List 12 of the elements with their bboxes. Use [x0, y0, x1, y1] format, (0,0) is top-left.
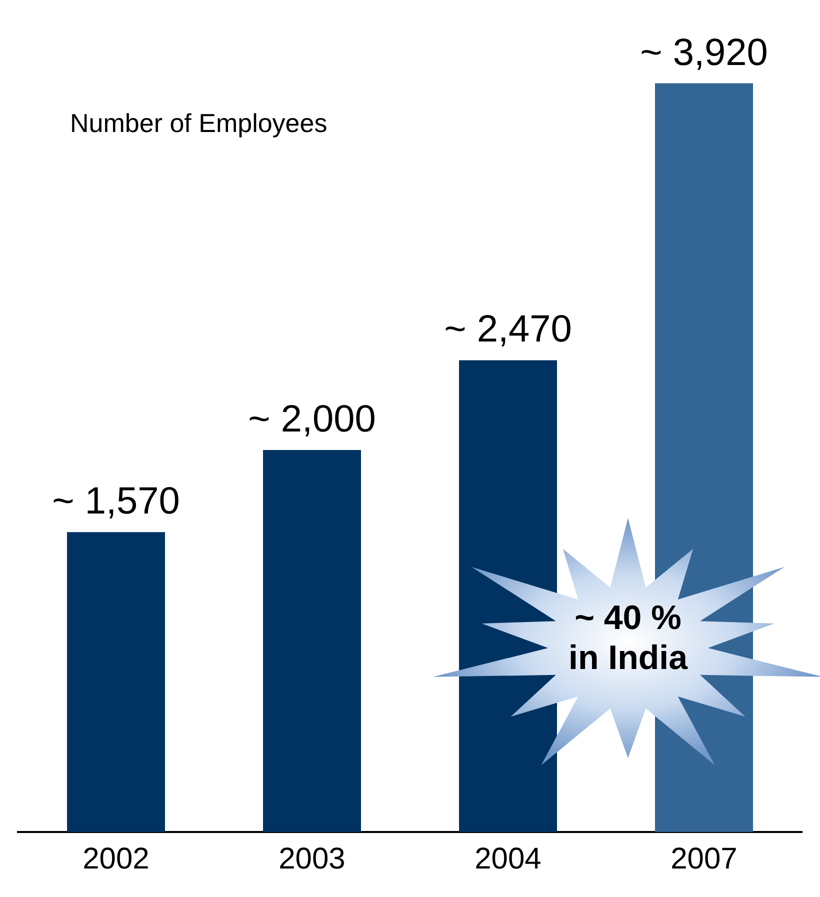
bar	[67, 532, 165, 832]
x-tick-label: 2003	[278, 842, 346, 876]
data-label: ~ 1,570	[52, 480, 180, 523]
data-label: ~ 2,470	[444, 308, 572, 351]
x-tick-label: 2002	[82, 842, 150, 876]
annotation: ~ 40 % in India	[568, 598, 689, 678]
x-tick-label: 2004	[474, 842, 542, 876]
x-tick-label: 2007	[670, 842, 738, 876]
data-label: ~ 3,920	[640, 32, 768, 74]
text: Number of Employees	[70, 108, 328, 139]
data-label: ~ 2,000	[248, 398, 376, 440]
bar	[263, 450, 361, 832]
